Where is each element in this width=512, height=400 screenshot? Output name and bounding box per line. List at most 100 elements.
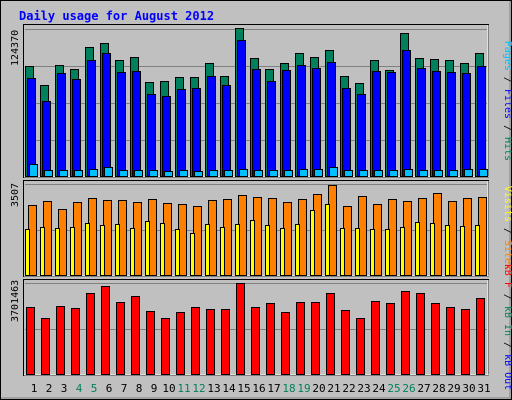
pages-bar [29,164,38,177]
files-bar [297,65,306,177]
kbf-bar [416,293,425,375]
visits-bar [265,225,270,276]
files-bar [372,71,381,177]
pages-bar [59,170,68,177]
files-bar [267,81,276,177]
files-bar [207,76,216,177]
kbf-bar [146,311,155,375]
kbf-bar [161,318,170,375]
kbf-bar [386,303,395,375]
x-tick-label: 4 [76,382,83,395]
x-tick-label: 9 [151,382,158,395]
panel-legend: Visits / Sites [502,186,512,270]
legend-kbin: kB In [502,306,512,336]
visits-bar [445,225,450,276]
kbf-bar [446,307,455,375]
pages-bar [449,170,458,177]
graph-title: Daily usage for August 2012 [19,9,214,23]
legend-separator: / [502,119,512,137]
visits-bar [115,224,120,276]
kbf-bar [236,283,245,375]
pages-bar [479,169,488,177]
files-bar [42,101,51,177]
visits-bar [295,224,300,276]
x-tick-label: 6 [106,382,113,395]
x-tick-label: 22 [342,382,355,395]
kbf-bar [266,303,275,375]
files-bar [72,79,81,177]
visits-bar [40,227,45,276]
x-tick-label: 13 [207,382,220,395]
x-tick-label: 16 [252,382,265,395]
visits-bar [325,204,330,276]
y-max-label: 124370 [10,30,21,66]
visits-bar [385,229,390,276]
x-tick-label: 5 [91,382,98,395]
files-bar [447,72,456,177]
x-tick-label: 7 [121,382,128,395]
visits-bar [430,223,435,276]
x-axis-labels: 1 2 3 4 5 6 7 8 9 10 11 12 13 14 15 16 17 18 19 20 21 22 23 24 2… [31,382,491,395]
pages-bar [239,169,248,177]
visits-sites-panel: 3507 Visits / Sites [10,180,512,277]
kbf-bar [296,302,305,375]
files-bar [132,71,141,177]
kbf-bar [191,307,200,375]
files-bar [327,62,336,177]
x-tick-label: 20 [312,382,325,395]
kbf-bar [41,318,50,375]
x-tick-label: 30 [462,382,475,395]
x-tick-label: 12 [192,382,205,395]
x-tick-label: 28 [432,382,445,395]
x-tick-label: 18 [282,382,295,395]
visits-bar [100,225,105,276]
pages-bar [164,171,173,177]
pages-bar [44,170,53,177]
files-bar [252,69,261,177]
visits-bar [355,228,360,276]
kbf-bar [461,309,470,375]
pages-bar [149,170,158,177]
pages-bar [434,170,443,177]
pages-bar [344,170,353,177]
files-bar [177,89,186,177]
kbf-bar [281,312,290,375]
panel-legend: Pages / Files / Hits [502,41,512,161]
kbf-bar [341,310,350,375]
kbf-bar [311,302,320,375]
kbf-bar [86,293,95,375]
files-bar [357,94,366,177]
files-bar [27,78,36,177]
visits-bar [70,227,75,276]
legend-kbout: kB Out [502,354,512,390]
pages-bar [314,169,323,177]
kb-panel: 3701463 kB F / kB In / kB Out [10,264,512,390]
x-tick-label: 25 [387,382,400,395]
visits-bar [145,221,150,276]
y-max-label: 3701463 [10,280,21,322]
visits-bar [340,228,345,276]
visits-bar [250,220,255,276]
files-bar [342,88,351,177]
pages-bar [89,169,98,177]
pages-bar [194,171,203,177]
visits-bar [280,228,285,276]
x-tick-label: 8 [136,382,143,395]
pages-bar [284,170,293,177]
files-bar [387,72,396,177]
x-tick-label: 31 [477,382,490,395]
kbf-bar [401,291,410,375]
pages-bar [209,170,218,177]
kbf-bar [26,307,35,375]
visits-bar [415,222,420,276]
kbf-bar [131,296,140,375]
legend-separator: / [502,336,512,354]
pages-bar [134,170,143,177]
kbf-bar [431,303,440,375]
kbf-bar [326,293,335,375]
pages-bar [374,170,383,177]
x-tick-label: 14 [222,382,236,395]
x-tick-label: 1 [31,382,38,395]
visits-bar [400,227,405,276]
